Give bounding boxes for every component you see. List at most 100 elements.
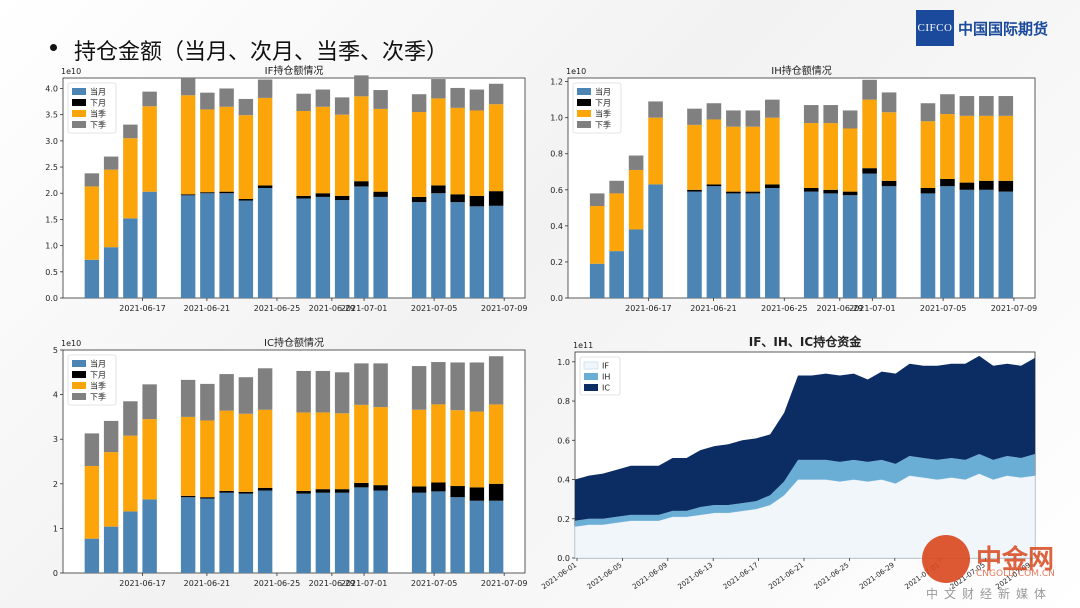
slide-title: 持仓金额（当月、次月、当季、次季）	[50, 34, 448, 66]
bar-dangji	[257, 409, 273, 488]
bar-ciyue	[940, 178, 955, 187]
bar-ciji	[84, 173, 100, 187]
y-tick-label: 1.5	[45, 215, 58, 224]
total-area-chart: IF、IH、IC持仓资金 1e11 0.0 0.2 0.4 0.6 0.8 1.0 2021-0…	[540, 334, 1036, 591]
bar-dangyue	[842, 195, 858, 298]
y-tick-label: 1.0	[45, 242, 58, 251]
bar-ciyue	[745, 191, 761, 194]
bar-dangyue	[296, 493, 311, 573]
bar-dangji	[315, 412, 331, 490]
bar-ciji	[979, 96, 994, 116]
bar-dangyue	[238, 493, 254, 573]
bar-ciyue	[296, 490, 311, 494]
bar-dangji	[881, 112, 897, 181]
bar-dangyue	[103, 247, 119, 298]
bar-dangji	[648, 117, 663, 185]
bar-ciji	[180, 379, 196, 417]
bar-dangji	[354, 404, 369, 483]
bar-dangji	[84, 186, 100, 260]
bar-dangyue	[334, 492, 350, 573]
bar-ciyue	[488, 191, 504, 206]
y-tick-label: 0.0	[45, 294, 58, 303]
bar-ciyue	[687, 189, 702, 192]
bar-dangji	[103, 169, 119, 248]
bar-ciyue	[219, 490, 234, 493]
bar-dangyue	[257, 490, 273, 573]
bar-dangji	[200, 420, 215, 498]
legend-swatch-ciyue	[577, 99, 591, 106]
bar-ciji	[940, 94, 955, 115]
bar-ciji	[411, 366, 427, 410]
bar-ciyue	[979, 180, 994, 190]
bar-ciyue	[219, 191, 234, 194]
bar-dangyue	[862, 173, 877, 298]
bar-ciyue	[862, 168, 877, 174]
bar-ciji	[469, 89, 485, 111]
legend-label-ciyue: 下月	[90, 99, 106, 108]
bar-dangyue	[745, 193, 761, 298]
bar-dangji	[373, 108, 388, 192]
bar-ciyue	[726, 191, 741, 194]
bar-ciji	[628, 155, 644, 170]
plot-area	[62, 77, 526, 299]
x-tick-label: 2021-06-17	[119, 304, 166, 313]
bar-dangji	[411, 112, 427, 197]
legend-label-dangji: 当季	[90, 109, 106, 119]
bar-ciji	[296, 93, 311, 111]
bar-dangyue	[469, 206, 485, 298]
bar-dangji	[103, 452, 119, 527]
bar-ciji	[296, 370, 311, 413]
bar-dangyue	[998, 191, 1014, 298]
bar-dangyue	[142, 191, 157, 298]
bar-ciji	[238, 98, 254, 116]
legend-swatch-ciyue	[72, 371, 86, 378]
legend-swatch-ciyue	[72, 99, 86, 106]
bar-ciji	[959, 96, 975, 116]
legend-swatch-dangyue	[577, 88, 591, 95]
bar-dangji	[373, 407, 388, 486]
bar-dangji	[745, 126, 761, 192]
bar-dangji	[142, 419, 157, 500]
y-tick-label: 2.0	[45, 189, 58, 198]
bar-dangyue	[354, 186, 369, 298]
bar-dangyue	[940, 186, 955, 298]
bar-ciji	[315, 370, 331, 413]
bullet-dot	[50, 44, 57, 51]
legend-swatch-dangyue	[72, 360, 86, 367]
y-exponent-label: 1e10	[566, 67, 586, 76]
x-tick-label: 2021-06-25	[761, 304, 808, 313]
bar-dangyue	[219, 492, 234, 573]
bar-ciji	[998, 96, 1014, 116]
y-tick-label: 0.2	[550, 258, 563, 267]
bar-dangji	[450, 107, 465, 195]
x-tick-label: 2021-07-01	[849, 304, 896, 313]
bar-ciji	[842, 110, 858, 129]
legend-swatch-dangji	[577, 110, 591, 117]
bar-dangyue	[315, 196, 331, 298]
x-tick-label: 2021-06-21	[690, 304, 737, 313]
y-tick-label: 3.5	[45, 111, 58, 120]
y-tick-label: 0.0	[557, 554, 570, 563]
ic-bar-chart: IC持仓额情况 1e10 0 1 2 3 4 5 2021-06-17 2021-06-21 202…	[53, 336, 528, 588]
bar-dangji	[411, 409, 427, 487]
bar-dangji	[238, 413, 254, 492]
bar-dangji	[219, 106, 234, 192]
x-tick-label: 2021-07-05	[920, 304, 967, 313]
bar-dangyue	[123, 218, 138, 298]
bar-dangji	[920, 121, 936, 188]
x-tick-label: 2021-06-29	[309, 579, 356, 588]
bar-ciyue	[257, 487, 273, 491]
legend-label-ciyue: 下月	[595, 99, 611, 108]
legend-swatch-ic	[584, 384, 598, 391]
legend-swatch-ciji	[577, 121, 591, 128]
bar-dangyue	[431, 491, 446, 573]
y-exponent-label: 1e10	[61, 339, 81, 348]
x-tick-label: 2021-07-01	[341, 579, 388, 588]
bar-dangyue	[373, 490, 388, 573]
bar-ciyue	[431, 482, 446, 492]
bar-ciji	[142, 384, 157, 420]
bar-dangyue	[765, 188, 780, 298]
x-tick-label: 2021-06-05	[586, 561, 624, 591]
legend-label-if: IF	[602, 362, 609, 371]
bar-ciji	[450, 362, 465, 411]
